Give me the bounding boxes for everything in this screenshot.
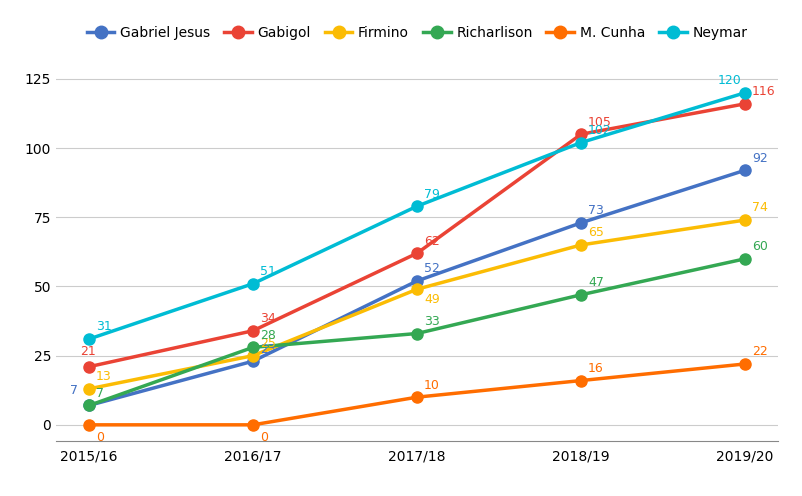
Firmino	[577, 242, 586, 248]
Firmino	[740, 217, 750, 223]
Text: 62: 62	[424, 235, 439, 248]
Gabriel Jesus	[84, 402, 94, 408]
M. Cunha	[577, 377, 586, 383]
M. Cunha	[248, 422, 257, 428]
Richarlison	[740, 256, 750, 262]
Text: 92: 92	[752, 152, 768, 165]
Text: 23: 23	[260, 343, 276, 356]
Line: Gabriel Jesus: Gabriel Jesus	[83, 165, 751, 411]
Gabigol	[577, 131, 586, 137]
Text: 60: 60	[752, 240, 768, 253]
Neymar	[248, 281, 257, 287]
Line: Gabigol: Gabigol	[83, 98, 751, 372]
Text: 7: 7	[96, 387, 104, 400]
Neymar	[740, 90, 750, 96]
Text: 25: 25	[260, 337, 276, 350]
Neymar	[412, 203, 422, 209]
Gabriel Jesus	[577, 220, 586, 226]
Line: Neymar: Neymar	[83, 87, 751, 345]
Neymar	[84, 336, 94, 342]
Text: 28: 28	[260, 329, 276, 342]
Text: 116: 116	[752, 85, 776, 98]
Line: M. Cunha: M. Cunha	[83, 359, 751, 431]
Line: Richarlison: Richarlison	[83, 253, 751, 411]
Firmino	[84, 386, 94, 392]
Gabriel Jesus	[740, 167, 750, 173]
Gabigol	[84, 364, 94, 370]
Text: 0: 0	[96, 432, 104, 444]
Line: Firmino: Firmino	[83, 214, 751, 394]
M. Cunha	[740, 361, 750, 367]
Text: 74: 74	[752, 201, 768, 214]
M. Cunha	[412, 394, 422, 400]
Text: 65: 65	[588, 226, 604, 240]
Text: 31: 31	[96, 320, 111, 333]
Text: 47: 47	[588, 276, 604, 289]
Gabriel Jesus	[248, 358, 257, 364]
Text: 7: 7	[70, 384, 78, 397]
Text: 33: 33	[424, 315, 439, 328]
Richarlison	[248, 344, 257, 350]
Text: 102: 102	[588, 124, 612, 137]
Neymar	[577, 139, 586, 145]
Text: 21: 21	[81, 345, 96, 359]
Richarlison	[577, 292, 586, 298]
Firmino	[248, 353, 257, 359]
Legend: Gabriel Jesus, Gabigol, Firmino, Richarlison, M. Cunha, Neymar: Gabriel Jesus, Gabigol, Firmino, Richarl…	[81, 21, 753, 46]
Text: 34: 34	[260, 312, 276, 325]
Text: 49: 49	[424, 293, 439, 306]
Richarlison	[84, 402, 94, 408]
Text: 22: 22	[752, 345, 768, 359]
M. Cunha	[84, 422, 94, 428]
Text: 120: 120	[717, 74, 741, 87]
Text: 10: 10	[424, 378, 439, 392]
Text: 13: 13	[96, 371, 111, 383]
Gabigol	[740, 101, 750, 107]
Gabriel Jesus	[412, 278, 422, 284]
Text: 79: 79	[424, 187, 439, 201]
Text: 52: 52	[424, 262, 439, 275]
Gabigol	[248, 328, 257, 334]
Firmino	[412, 286, 422, 292]
Text: 51: 51	[260, 265, 276, 278]
Text: 105: 105	[588, 116, 612, 128]
Text: 73: 73	[588, 204, 604, 217]
Text: 16: 16	[588, 362, 604, 375]
Richarlison	[412, 330, 422, 336]
Gabigol	[412, 250, 422, 256]
Text: 0: 0	[260, 432, 268, 444]
